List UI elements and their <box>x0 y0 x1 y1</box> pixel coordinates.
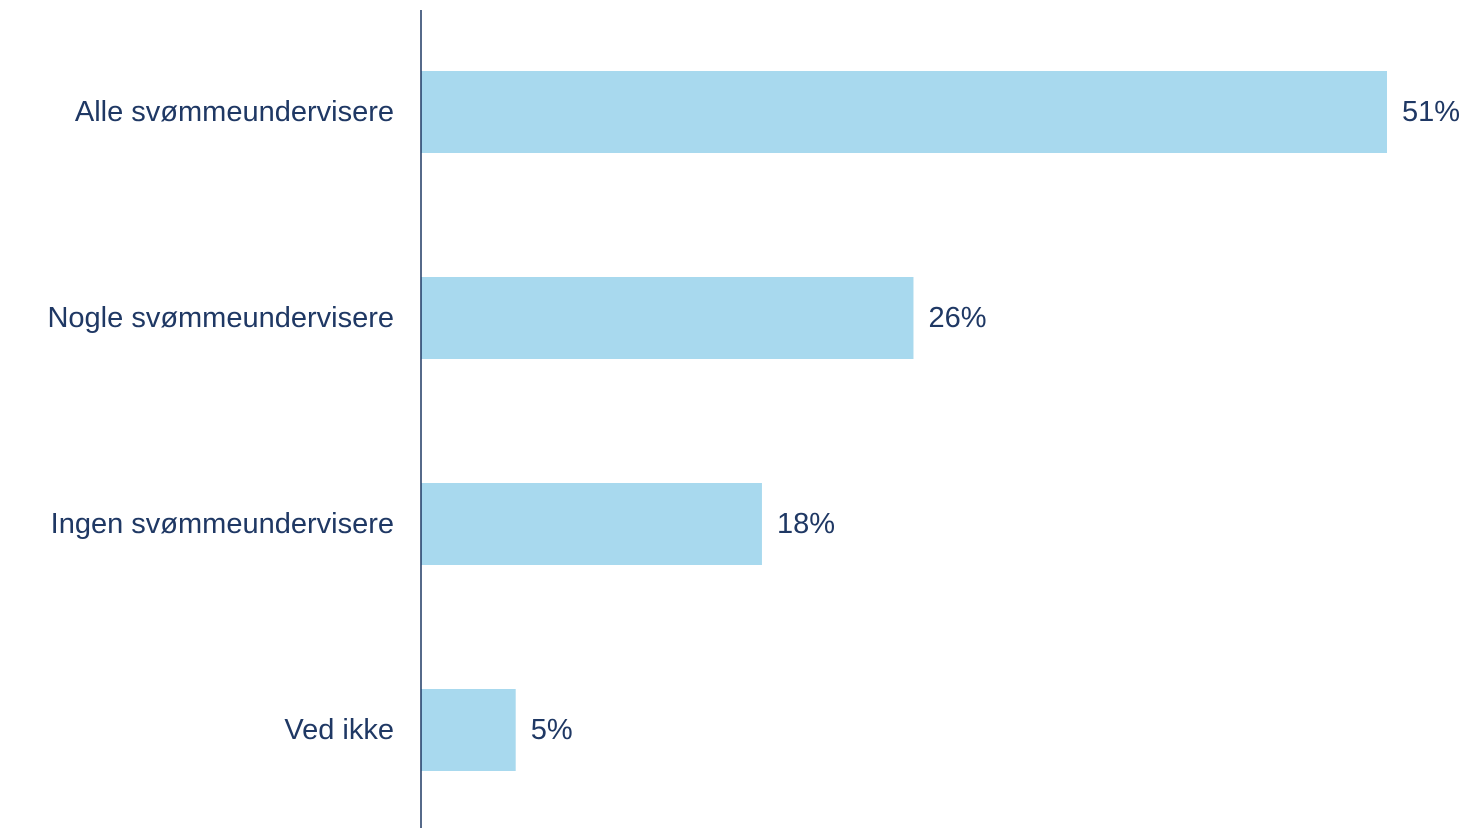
bar <box>421 277 914 359</box>
data-label: 51% <box>1402 96 1460 128</box>
category-label: Ingen svømmeundervisere <box>51 508 394 540</box>
bar <box>421 483 762 565</box>
category-label: Alle svømmeundervisere <box>75 96 394 128</box>
data-label: 5% <box>531 714 573 746</box>
bar <box>421 689 516 771</box>
data-label: 18% <box>777 508 835 540</box>
bar <box>421 71 1387 153</box>
data-labels-group: 51% 26% 18% 5% <box>531 96 1460 746</box>
bars-group <box>421 71 1387 771</box>
category-label: Nogle svømmeundervisere <box>47 302 394 334</box>
data-label: 26% <box>928 302 986 334</box>
category-labels-group: Alle svømmeundervisere Nogle svømmeunderv… <box>47 96 394 746</box>
category-label: Ved ikke <box>284 714 394 746</box>
